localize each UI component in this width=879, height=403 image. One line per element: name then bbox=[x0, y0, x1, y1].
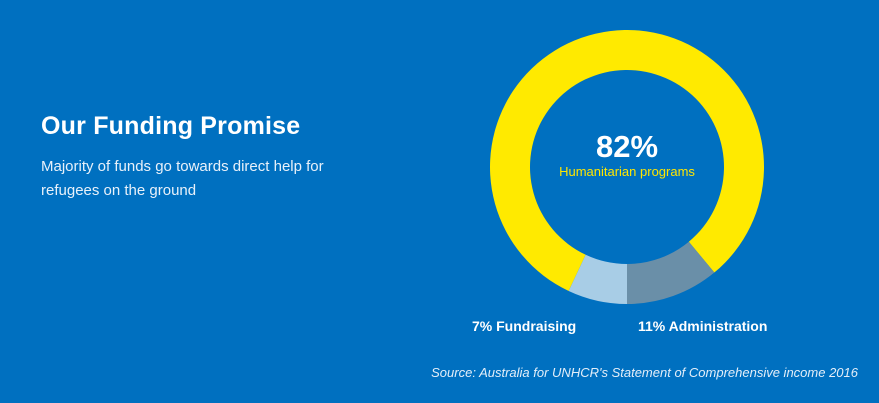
source-note: Source: Australia for UNHCR's Statement … bbox=[431, 365, 858, 380]
donut-chart bbox=[490, 30, 764, 304]
donut-center: 82% Humanitarian programs bbox=[540, 129, 714, 180]
page-subtitle: Majority of funds go towards direct help… bbox=[41, 158, 324, 199]
donut-slice-humanitarian bbox=[490, 30, 764, 291]
fundraising-label: Fundraising bbox=[496, 318, 577, 334]
administration-legend: 11% Administration bbox=[638, 318, 767, 334]
administration-label: Administration bbox=[668, 318, 768, 334]
fundraising-legend: 7% Fundraising bbox=[472, 318, 576, 334]
donut-slice-fundraising bbox=[568, 254, 627, 304]
humanitarian-value-label: 82% bbox=[595, 129, 659, 164]
administration-value-label: 11% bbox=[638, 318, 666, 334]
donut-slice-administration bbox=[627, 241, 715, 304]
fundraising-value-label: 7% bbox=[472, 318, 493, 334]
humanitarian-label: Humanitarian programs bbox=[559, 164, 695, 179]
intro-block: Our Funding Promise Majority of funds go… bbox=[41, 112, 381, 203]
page-title: Our Funding Promise bbox=[41, 112, 301, 140]
